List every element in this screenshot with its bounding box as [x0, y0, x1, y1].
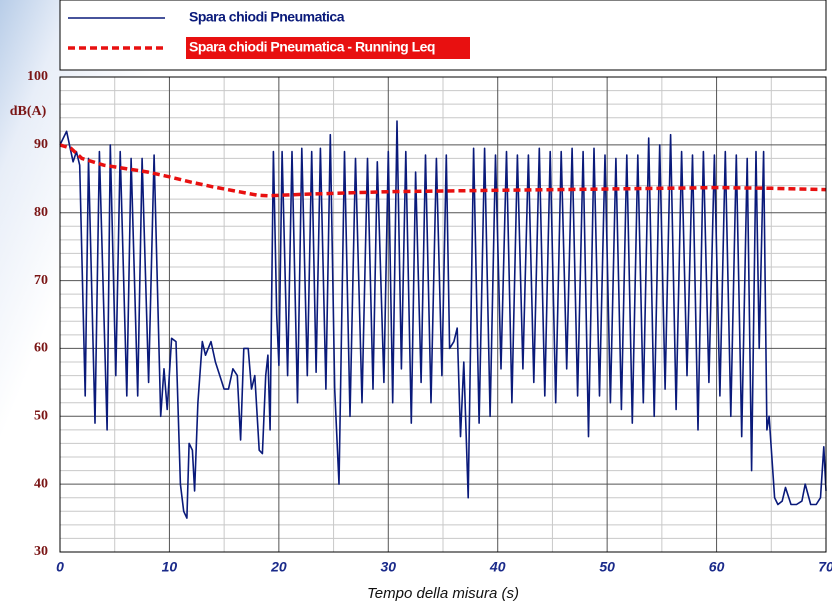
series-line	[59, 143, 827, 198]
y-tick-label: 80	[34, 205, 48, 220]
x-tick-label: 40	[489, 559, 506, 575]
x-tick-label: 60	[709, 559, 725, 575]
legend-label: Spara chiodi Pneumatica - Running Leq	[189, 39, 435, 55]
y-tick-label: 70	[34, 273, 48, 288]
y-tick-label: 50	[34, 409, 48, 424]
x-axis-label: Tempo della misura (s)	[367, 585, 519, 602]
plot-frame	[59, 76, 827, 553]
x-tick-label: 20	[270, 559, 287, 575]
y-tick-label: 30	[34, 544, 48, 559]
x-tick-label: 10	[162, 559, 178, 575]
x-tick-label: 30	[380, 559, 396, 575]
y-tick-label: 40	[34, 476, 48, 491]
y-tick-label: 100	[27, 69, 48, 84]
legend-label-bg	[186, 37, 470, 59]
x-tick-label: 50	[599, 559, 615, 575]
x-tick-label: 0	[56, 559, 64, 575]
x-tick-label: 70	[818, 559, 832, 575]
legend-box	[59, 0, 827, 71]
y-tick-label: 60	[34, 341, 48, 356]
y-tick-label: 90	[34, 137, 48, 152]
series-line	[59, 120, 827, 519]
y-axis-label: dB(A)	[10, 104, 47, 119]
legend-label: Spara chiodi Pneumatica	[189, 9, 345, 25]
